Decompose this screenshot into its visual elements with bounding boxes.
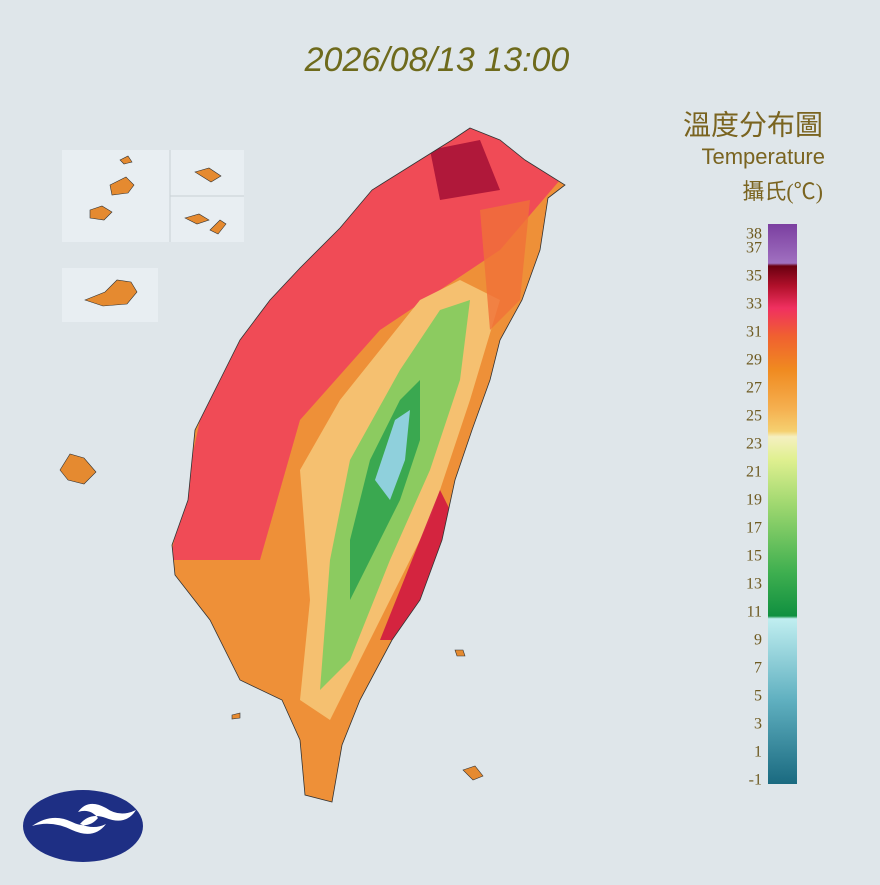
legend-tick-label: 15 (746, 548, 762, 565)
legend-tick-label: 27 (746, 380, 762, 397)
legend-tick-label: 13 (746, 576, 762, 593)
legend-tick-label: 11 (747, 604, 762, 621)
legend-tick-label: 31 (746, 324, 762, 341)
legend-tick-label: 25 (746, 408, 762, 425)
legend-tick-label: 19 (746, 492, 762, 509)
legend-tick-label: 5 (754, 688, 762, 705)
legend-tick-label: 23 (746, 436, 762, 453)
legend-tick-label: 17 (746, 520, 762, 537)
legend-tick-label: 3 (754, 716, 762, 733)
legend-tick-label: 33 (746, 296, 762, 313)
inset-islands (59, 150, 484, 781)
legend-tick-label: -1 (749, 772, 762, 789)
legend-tick-label: 21 (746, 464, 762, 481)
map-title: 2026/08/13 13:00 (304, 41, 570, 79)
legend-tick-label: 35 (746, 268, 762, 285)
legend-tick-label: 37 (746, 240, 762, 257)
legend-tick-label: 1 (754, 744, 762, 761)
coastline (171, 127, 566, 803)
logo (23, 790, 143, 862)
legend-title: 溫度分布圖 (683, 109, 823, 141)
legend-tick-label: 7 (754, 660, 762, 677)
color-bar (768, 224, 797, 784)
legend-unit: 攝氏(℃) (742, 179, 823, 204)
legend-tick-label: 9 (754, 632, 762, 649)
legend-subtitle: Temperature (701, 144, 825, 169)
legend-tick-label: 38 (746, 226, 762, 243)
legend-tick-label: 29 (746, 352, 762, 369)
